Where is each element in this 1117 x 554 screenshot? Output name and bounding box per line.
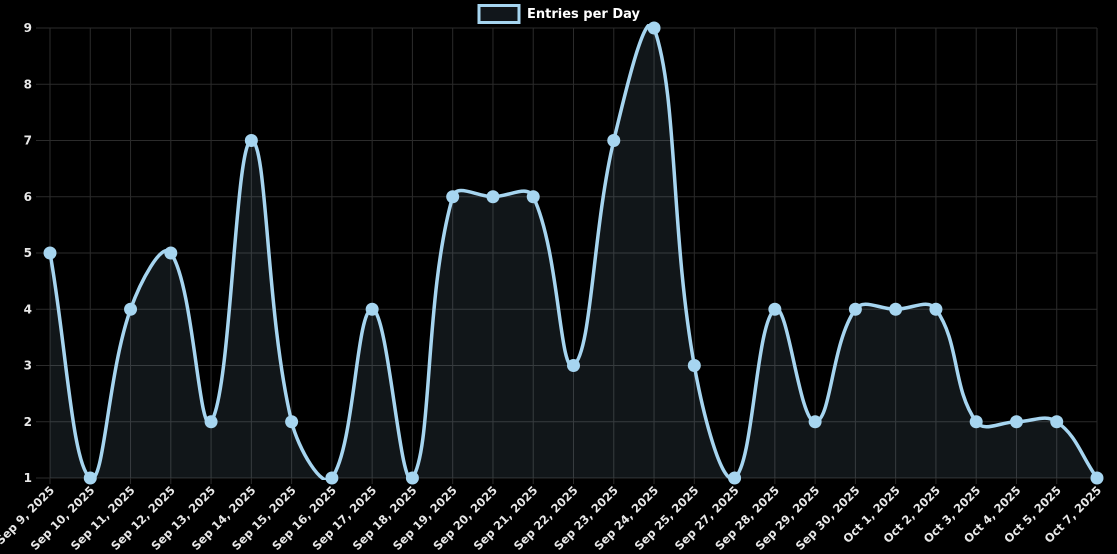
data-point[interactable] (124, 302, 138, 316)
data-point[interactable] (365, 302, 379, 316)
data-point[interactable] (486, 190, 500, 204)
y-tick-label: 6 (24, 190, 32, 204)
data-point[interactable] (1009, 415, 1023, 429)
data-point[interactable] (325, 471, 339, 485)
data-point[interactable] (647, 21, 661, 35)
data-point[interactable] (969, 415, 983, 429)
data-point[interactable] (446, 190, 460, 204)
y-tick-label: 3 (24, 359, 32, 373)
data-point[interactable] (526, 190, 540, 204)
data-point[interactable] (244, 134, 258, 147)
data-point[interactable] (83, 471, 97, 485)
y-tick-label: 8 (24, 77, 32, 91)
y-tick-label: 9 (24, 21, 32, 35)
data-point[interactable] (848, 302, 862, 316)
y-tick-label: 1 (24, 471, 32, 485)
data-point[interactable] (1050, 415, 1064, 429)
data-point[interactable] (768, 302, 782, 316)
data-point[interactable] (285, 415, 299, 429)
y-tick-label: 7 (24, 134, 32, 148)
data-point[interactable] (43, 246, 57, 260)
data-point[interactable] (929, 302, 943, 316)
y-tick-label: 2 (24, 415, 32, 429)
legend-item-entries-per-day[interactable]: Entries per Day (477, 4, 640, 24)
data-point[interactable] (164, 246, 178, 260)
legend-label: Entries per Day (527, 6, 640, 22)
y-axis-labels: 1 2 3 4 5 6 7 8 9 (24, 21, 32, 485)
data-point[interactable] (204, 415, 218, 429)
data-point[interactable] (687, 359, 701, 372)
legend-swatch (477, 4, 520, 24)
y-tick-label: 5 (24, 246, 32, 260)
data-point[interactable] (808, 415, 822, 429)
data-point[interactable] (1090, 471, 1104, 485)
y-tick-label: 4 (24, 302, 32, 316)
data-point[interactable] (567, 359, 580, 372)
data-point[interactable] (405, 471, 419, 485)
data-point[interactable] (889, 302, 903, 316)
data-point[interactable] (728, 471, 742, 485)
data-point[interactable] (607, 134, 621, 147)
series-points (43, 21, 1104, 485)
